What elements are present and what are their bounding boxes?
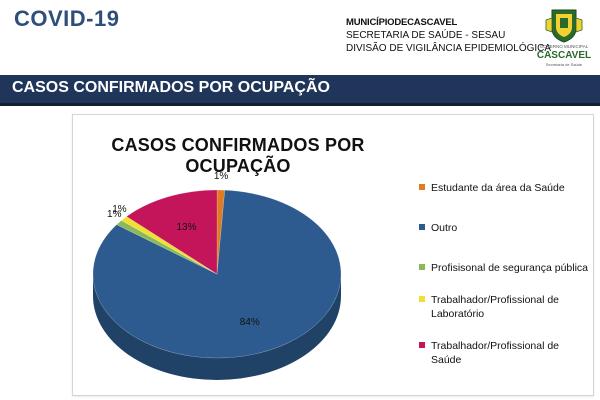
municipality-name: MUNICÍPIODECASCAVEL xyxy=(346,17,458,28)
pie-chart: 1%84%1%1%13% xyxy=(92,171,342,380)
secretariat-name: SECRETARIA DE SAÚDE - SESAU xyxy=(346,30,506,41)
legend-label-2: Profisisonal de segurança pública xyxy=(431,262,589,274)
legend-item-4: Trabalhador/Profissional de Saúde xyxy=(419,339,589,367)
data-label-3: 1% xyxy=(112,204,127,215)
pie-slice-0 xyxy=(216,189,226,275)
pie-slice-1 xyxy=(92,189,342,359)
pie-side-1 xyxy=(93,274,341,380)
logo-name: CASCAVEL xyxy=(536,50,592,61)
pie-slice-4 xyxy=(126,189,218,275)
section-banner: CASOS CONFIRMADOS POR OCUPAÇÃO xyxy=(0,75,600,106)
legend-item-3: Trabalhador/Profissional de Laboratório xyxy=(419,293,589,321)
chart-legend: Estudante da área da Saúde Outro Profisiso… xyxy=(419,181,589,385)
logo-sub-text: Secretaria de Saúde xyxy=(545,62,583,67)
chart-panel: CASOS CONFIRMADOS POR OCUPAÇÃO 1% 84% 1% 1%… xyxy=(72,114,594,396)
pie-slice-3 xyxy=(121,216,218,275)
data-label-4: 13% xyxy=(176,222,196,233)
coat-of-arms-icon xyxy=(545,9,583,43)
page-title: COVID-19 xyxy=(14,6,120,31)
logo-small-text: GOVERNO MUNICIPAL xyxy=(539,44,589,49)
legend-swatch-0 xyxy=(419,184,425,190)
legend-swatch-2 xyxy=(419,264,425,270)
legend-swatch-3 xyxy=(419,296,425,302)
legend-item-0: Estudante da área da Saúde xyxy=(419,181,589,195)
banner-title: CASOS CONFIRMADOS POR OCUPAÇÃO xyxy=(12,79,330,96)
pie-slice-2 xyxy=(116,220,218,275)
division-name: DIVISÃO DE VIGILÂNCIA EPIDEMIOLÓGICA xyxy=(346,43,552,54)
data-label-2: 1% xyxy=(107,209,122,220)
legend-label-3: Trabalhador/Profissional de Laboratório xyxy=(431,294,560,320)
legend-label-4: Trabalhador/Profissional de Saúde xyxy=(431,340,560,366)
legend-label-0: Estudante da área da Saúde xyxy=(431,182,565,194)
legend-swatch-4 xyxy=(419,342,425,348)
chart-title: CASOS CONFIRMADOS POR OCUPAÇÃO xyxy=(111,135,365,176)
legend-item-1: Outro xyxy=(419,221,589,235)
legend-label-1: Outro xyxy=(431,222,458,234)
data-label-1: 84% xyxy=(240,317,260,328)
header-info: MUNICÍPIODECASCAVEL SECRETARIA DE SAÚDE … xyxy=(346,16,551,55)
cascavel-logo: GOVERNO MUNICIPAL CASCAVEL Secretaria de… xyxy=(536,6,592,68)
data-label-0: 1% xyxy=(214,171,229,182)
legend-swatch-1 xyxy=(419,224,425,230)
legend-item-2: Profisisonal de segurança pública xyxy=(419,261,589,275)
